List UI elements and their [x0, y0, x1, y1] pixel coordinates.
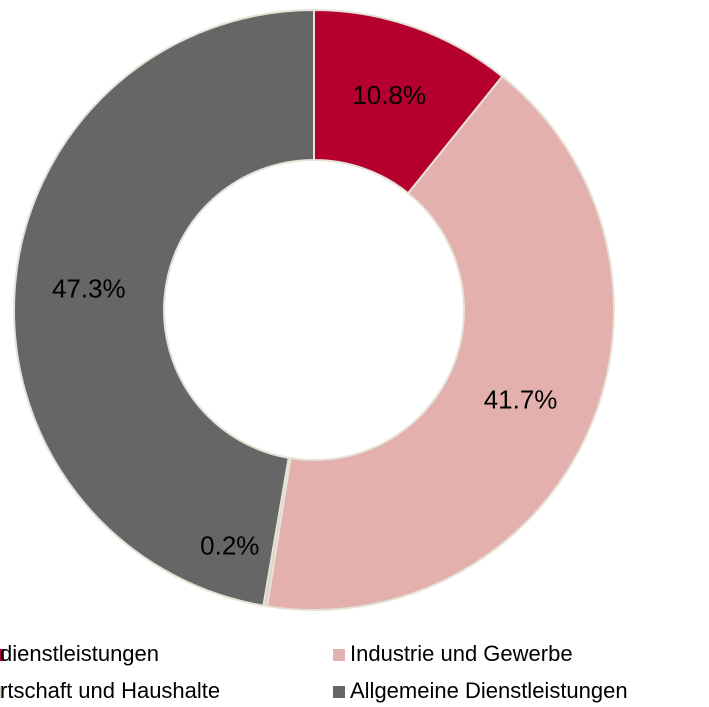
legend-label: dienstleistungen	[0, 641, 159, 666]
legend-swatch	[333, 649, 345, 661]
value-label: 41.7%	[484, 385, 558, 415]
value-label: 0.2%	[200, 531, 259, 561]
value-label: 10.8%	[352, 80, 426, 110]
legend-label: rtschaft und Haushalte	[0, 678, 220, 703]
legend-swatch	[0, 686, 4, 698]
legend-label: Industrie und Gewerbe	[350, 641, 573, 666]
value-label: 47.3%	[52, 274, 126, 304]
legend-swatch	[0, 649, 4, 661]
legend-label: Allgemeine Dienstleistungen	[350, 678, 628, 703]
donut-segment	[265, 75, 615, 611]
legend-swatch	[333, 686, 345, 698]
donut-segment	[13, 8, 315, 607]
donut-segment	[313, 8, 504, 195]
